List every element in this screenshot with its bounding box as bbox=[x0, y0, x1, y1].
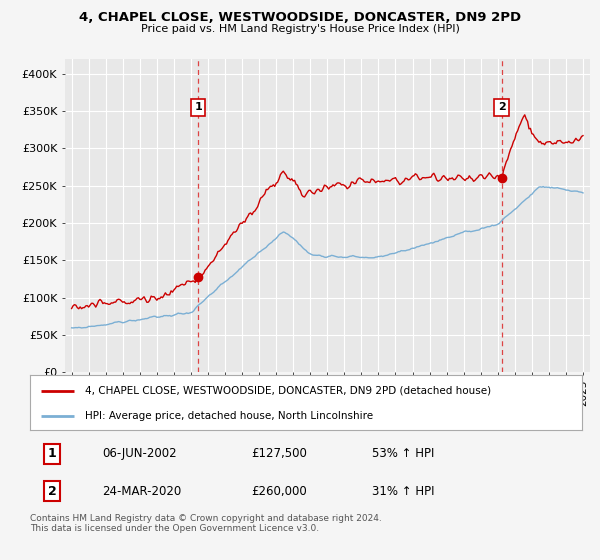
Text: £127,500: £127,500 bbox=[251, 447, 307, 460]
Text: 1: 1 bbox=[194, 102, 202, 113]
Text: 06-JUN-2002: 06-JUN-2002 bbox=[102, 447, 176, 460]
Text: HPI: Average price, detached house, North Lincolnshire: HPI: Average price, detached house, Nort… bbox=[85, 412, 373, 421]
Text: 4, CHAPEL CLOSE, WESTWOODSIDE, DONCASTER, DN9 2PD: 4, CHAPEL CLOSE, WESTWOODSIDE, DONCASTER… bbox=[79, 11, 521, 24]
Text: £260,000: £260,000 bbox=[251, 485, 307, 498]
Text: 1: 1 bbox=[48, 447, 56, 460]
Text: Contains HM Land Registry data © Crown copyright and database right 2024.
This d: Contains HM Land Registry data © Crown c… bbox=[30, 514, 382, 534]
Text: 2: 2 bbox=[48, 485, 56, 498]
Text: 2: 2 bbox=[498, 102, 506, 113]
Text: Price paid vs. HM Land Registry's House Price Index (HPI): Price paid vs. HM Land Registry's House … bbox=[140, 24, 460, 34]
Text: 24-MAR-2020: 24-MAR-2020 bbox=[102, 485, 181, 498]
Text: 53% ↑ HPI: 53% ↑ HPI bbox=[372, 447, 434, 460]
Text: 4, CHAPEL CLOSE, WESTWOODSIDE, DONCASTER, DN9 2PD (detached house): 4, CHAPEL CLOSE, WESTWOODSIDE, DONCASTER… bbox=[85, 386, 491, 395]
Text: 31% ↑ HPI: 31% ↑ HPI bbox=[372, 485, 435, 498]
